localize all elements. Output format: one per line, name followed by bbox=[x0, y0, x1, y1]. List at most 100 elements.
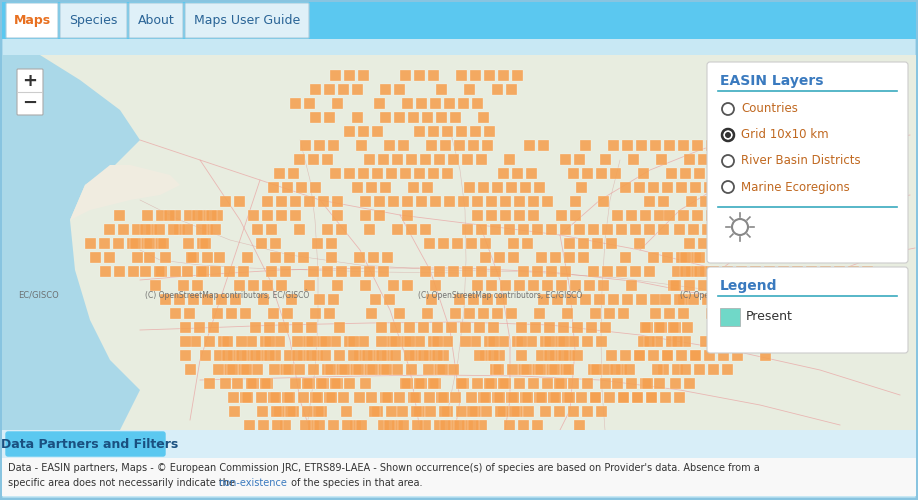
Bar bbox=[240, 308, 251, 319]
Bar bbox=[488, 336, 499, 347]
Bar bbox=[358, 126, 369, 137]
Bar bbox=[514, 378, 525, 389]
Bar bbox=[506, 392, 517, 403]
Bar bbox=[495, 406, 506, 417]
Bar bbox=[384, 140, 395, 151]
Bar bbox=[466, 392, 477, 403]
Bar bbox=[284, 252, 295, 263]
Bar bbox=[622, 140, 633, 151]
Bar bbox=[268, 392, 279, 403]
Bar bbox=[376, 322, 387, 333]
Bar bbox=[183, 238, 194, 249]
Bar bbox=[478, 392, 489, 403]
Bar bbox=[764, 266, 775, 277]
Bar bbox=[572, 322, 583, 333]
Bar bbox=[392, 154, 403, 165]
Bar bbox=[662, 350, 673, 361]
Bar bbox=[582, 406, 593, 417]
Bar bbox=[684, 238, 695, 249]
Text: Data Partners and Filters: Data Partners and Filters bbox=[1, 438, 179, 450]
Bar bbox=[354, 350, 365, 361]
Bar bbox=[690, 350, 701, 361]
Bar bbox=[588, 364, 599, 375]
Bar bbox=[512, 336, 523, 347]
Bar bbox=[508, 252, 519, 263]
Bar bbox=[506, 182, 517, 193]
Text: Maps User Guide: Maps User Guide bbox=[194, 14, 300, 27]
Polygon shape bbox=[2, 55, 140, 430]
Text: Grid 10x10 km: Grid 10x10 km bbox=[741, 128, 829, 141]
Bar bbox=[638, 168, 649, 179]
Bar bbox=[406, 364, 417, 375]
Bar bbox=[708, 252, 719, 263]
Bar bbox=[232, 378, 243, 389]
Bar bbox=[498, 336, 509, 347]
Bar bbox=[350, 364, 361, 375]
Bar bbox=[690, 182, 701, 193]
Bar bbox=[582, 336, 593, 347]
Bar bbox=[496, 294, 507, 305]
Bar bbox=[227, 364, 238, 375]
Bar bbox=[397, 406, 408, 417]
Bar bbox=[492, 84, 503, 95]
Bar bbox=[348, 336, 359, 347]
Bar bbox=[366, 392, 377, 403]
Bar bbox=[680, 336, 691, 347]
Bar bbox=[200, 350, 211, 361]
Bar bbox=[224, 364, 235, 375]
Bar bbox=[722, 168, 733, 179]
Bar bbox=[610, 364, 621, 375]
Bar bbox=[260, 336, 271, 347]
Bar bbox=[356, 140, 367, 151]
Bar bbox=[852, 238, 863, 249]
Bar bbox=[646, 392, 657, 403]
Bar bbox=[404, 322, 415, 333]
Bar bbox=[422, 308, 433, 319]
Bar bbox=[846, 210, 857, 221]
Bar bbox=[802, 182, 813, 193]
Bar bbox=[490, 224, 501, 235]
Bar bbox=[408, 392, 419, 403]
Bar bbox=[454, 294, 465, 305]
Bar bbox=[155, 238, 166, 249]
Bar bbox=[464, 308, 475, 319]
Bar bbox=[170, 308, 181, 319]
Bar bbox=[672, 364, 683, 375]
Bar bbox=[424, 350, 435, 361]
Bar bbox=[716, 294, 727, 305]
Bar bbox=[222, 350, 233, 361]
Bar bbox=[324, 308, 335, 319]
Bar bbox=[500, 196, 511, 207]
Bar bbox=[344, 126, 355, 137]
Bar bbox=[730, 224, 741, 235]
Bar bbox=[150, 280, 161, 291]
Bar bbox=[376, 350, 387, 361]
Bar bbox=[644, 224, 655, 235]
Bar bbox=[758, 294, 769, 305]
Bar bbox=[324, 392, 335, 403]
Bar bbox=[680, 252, 691, 263]
Bar bbox=[808, 322, 819, 333]
Bar bbox=[448, 266, 459, 277]
Bar bbox=[450, 392, 461, 403]
Bar bbox=[662, 252, 673, 263]
Bar bbox=[450, 112, 461, 123]
Bar bbox=[766, 322, 777, 333]
Bar bbox=[214, 350, 225, 361]
Bar bbox=[688, 224, 699, 235]
Bar bbox=[550, 392, 561, 403]
Bar bbox=[588, 224, 599, 235]
Bar bbox=[472, 98, 483, 109]
Bar bbox=[508, 392, 519, 403]
Bar bbox=[654, 322, 665, 333]
Bar bbox=[420, 266, 431, 277]
Bar bbox=[574, 154, 585, 165]
Bar bbox=[198, 266, 209, 277]
Bar bbox=[386, 336, 397, 347]
Bar bbox=[168, 224, 179, 235]
Bar bbox=[178, 280, 189, 291]
Bar bbox=[432, 350, 443, 361]
Bar bbox=[664, 308, 675, 319]
Bar bbox=[392, 364, 403, 375]
Bar bbox=[458, 98, 469, 109]
